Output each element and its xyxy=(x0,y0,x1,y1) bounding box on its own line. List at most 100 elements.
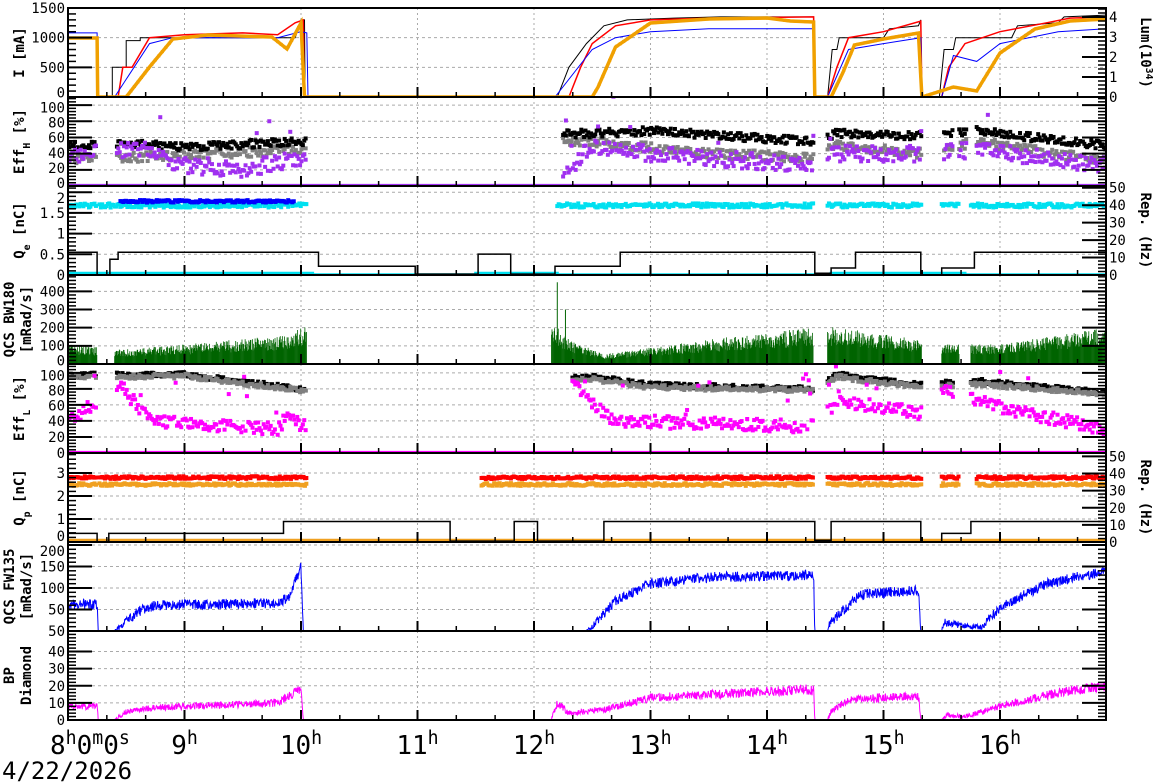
series-purple-point xyxy=(1036,154,1041,159)
series-gray-point xyxy=(1012,144,1017,149)
series-gray-point xyxy=(572,143,577,148)
series-gray-point xyxy=(272,387,277,392)
series-purple-point xyxy=(604,147,609,152)
series-gray-point xyxy=(610,145,615,150)
series-purple-point xyxy=(738,159,743,164)
lum-point xyxy=(730,17,734,21)
series-black-point xyxy=(849,135,854,140)
series-black-point xyxy=(197,143,202,148)
series-gray-point xyxy=(275,146,280,151)
series-black-point xyxy=(695,129,700,134)
series-purple-point xyxy=(607,140,612,145)
series-gray-point xyxy=(256,385,261,390)
series-cyan-point xyxy=(1024,204,1029,209)
series-black-point xyxy=(189,141,194,146)
series-purple-point xyxy=(1002,150,1007,155)
series-purple-point xyxy=(693,156,698,161)
series-purple-point xyxy=(779,162,784,167)
series-black-point xyxy=(177,146,182,151)
lum-point xyxy=(870,39,874,43)
series-black-point xyxy=(631,132,636,137)
series-purple-point xyxy=(562,171,567,176)
series-cyan-point xyxy=(1049,203,1054,208)
series-gray-point xyxy=(268,151,273,156)
series-black-point xyxy=(183,145,188,150)
series-purple-point xyxy=(172,167,177,172)
series-gray-point xyxy=(849,376,854,381)
series-purple-point xyxy=(201,169,206,174)
series-black-point xyxy=(765,133,770,138)
lum-point xyxy=(604,66,608,70)
series-gray-point xyxy=(626,141,631,146)
series-cyan-point xyxy=(216,205,221,210)
series-black-point xyxy=(854,129,859,134)
series-purple-point xyxy=(646,155,651,160)
series-gray-point xyxy=(950,147,955,152)
series-gray-point xyxy=(647,149,652,154)
series-cyan-point xyxy=(298,204,303,209)
series-gray-point xyxy=(797,159,802,164)
series-purple-point xyxy=(190,170,195,175)
series-black-point xyxy=(86,143,91,148)
series-black-point xyxy=(1041,133,1046,138)
series-gray-point xyxy=(726,149,731,154)
series-purple-point xyxy=(997,150,1002,155)
series-black-point xyxy=(731,382,736,387)
series-cyan-point xyxy=(97,202,102,207)
lum-point xyxy=(884,37,888,41)
series-gray-point xyxy=(990,139,995,144)
series-gray-point xyxy=(201,377,206,382)
series-gray-point xyxy=(293,385,298,390)
lum-point xyxy=(863,41,867,45)
lum-point xyxy=(1045,24,1049,28)
lum-point xyxy=(667,20,671,24)
series-gray-point xyxy=(574,377,579,382)
series-purple-point xyxy=(894,147,899,152)
series-gray-point xyxy=(978,137,983,142)
series-black-point xyxy=(912,136,917,141)
series-gray-point xyxy=(299,387,304,392)
series-purple-point xyxy=(194,164,199,169)
series-black-point xyxy=(289,136,294,141)
series-black-point xyxy=(752,131,757,136)
series-black-point xyxy=(1003,382,1008,387)
lum-point xyxy=(290,38,294,42)
series-purple-point xyxy=(981,142,986,147)
series-purple-point xyxy=(601,141,606,146)
series-black-point xyxy=(221,375,226,380)
series-black-point xyxy=(779,140,784,145)
series-gray-point xyxy=(1015,141,1020,146)
lum-point xyxy=(971,88,975,92)
series-black-point xyxy=(731,136,736,141)
series-black-point xyxy=(958,130,963,135)
series-gray-point xyxy=(777,150,782,155)
series-black-point xyxy=(302,138,307,143)
series-black-point xyxy=(223,144,228,149)
series-black-point xyxy=(947,130,952,135)
series-gray-point xyxy=(779,157,784,162)
series-gray-point xyxy=(699,387,704,392)
series-cyan-point xyxy=(132,205,137,210)
series-cyan-point xyxy=(1042,204,1047,209)
series-cyan-point xyxy=(1020,204,1025,209)
series-gray-point xyxy=(906,149,911,154)
series-black-point xyxy=(908,137,913,142)
series-purple-point xyxy=(831,145,836,150)
series-purple-point xyxy=(293,163,298,168)
series-gray-point xyxy=(165,374,170,379)
series-purple-point xyxy=(1066,158,1071,163)
series-purple-point xyxy=(719,153,724,158)
series-purple-point xyxy=(1048,162,1053,167)
series-black-point xyxy=(250,379,255,384)
lum-point xyxy=(283,45,287,49)
series-black-point xyxy=(573,373,578,378)
lum-point xyxy=(685,19,689,23)
series-purple-point xyxy=(913,151,918,156)
series-purple-point xyxy=(705,152,710,157)
series-gray-point xyxy=(832,377,837,382)
series-gray-point xyxy=(839,146,844,151)
series-purple-point xyxy=(1054,159,1059,164)
series-purple-point xyxy=(124,145,129,150)
series-gray-point xyxy=(1054,149,1059,154)
series-cyan-point xyxy=(811,201,816,206)
